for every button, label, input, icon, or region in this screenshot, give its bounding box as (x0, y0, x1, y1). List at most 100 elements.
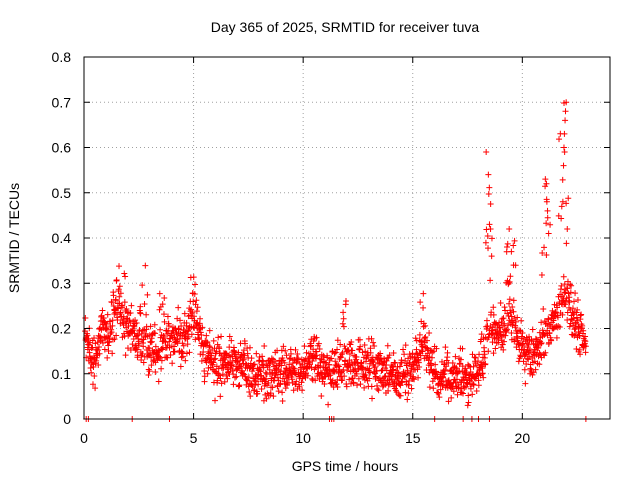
data-point (337, 341, 344, 348)
data-point (137, 310, 144, 317)
data-point (543, 198, 550, 205)
data-point (355, 362, 362, 369)
data-point (185, 333, 192, 340)
data-point (497, 328, 504, 335)
data-point (281, 359, 288, 366)
y-tick-label: 0.6 (52, 140, 72, 156)
data-point (542, 349, 549, 356)
data-point (178, 322, 185, 329)
data-point (340, 323, 347, 330)
data-point (252, 381, 259, 388)
data-point (456, 360, 463, 367)
data-point (102, 335, 109, 342)
data-point (98, 337, 105, 344)
data-point (296, 383, 303, 390)
data-point (333, 381, 340, 388)
data-point (488, 235, 495, 242)
data-point (104, 354, 111, 361)
data-point (189, 309, 196, 316)
data-point (307, 343, 314, 350)
data-point (334, 346, 341, 353)
data-point (538, 319, 545, 326)
data-point (306, 361, 313, 368)
data-point (346, 376, 353, 383)
data-point (99, 340, 106, 347)
data-point (313, 352, 320, 359)
data-point (316, 346, 323, 353)
data-point (573, 314, 580, 321)
data-point (286, 356, 293, 363)
data-point (486, 184, 493, 191)
data-point (204, 370, 211, 377)
data-point (357, 343, 364, 350)
data-point (183, 320, 190, 327)
data-point (186, 349, 193, 356)
data-point (542, 183, 549, 190)
data-point (325, 401, 332, 408)
data-point (564, 225, 571, 232)
data-point (394, 369, 401, 376)
y-tick-label: 0.5 (52, 185, 72, 201)
data-point (582, 349, 589, 356)
data-point (497, 299, 504, 306)
data-point (164, 330, 171, 337)
data-point (560, 273, 567, 280)
data-point (482, 360, 489, 367)
data-point (569, 305, 576, 312)
data-point (275, 388, 282, 395)
data-point (341, 343, 348, 350)
data-point (487, 225, 494, 232)
data-point (114, 316, 121, 323)
data-point (258, 361, 265, 368)
data-point (270, 393, 277, 400)
data-point (476, 351, 483, 358)
data-point (362, 348, 369, 355)
data-point (115, 305, 122, 312)
data-point (557, 286, 564, 293)
data-point (203, 338, 210, 345)
data-point (504, 240, 511, 247)
data-point (236, 382, 243, 389)
data-point (561, 149, 568, 156)
data-point (466, 362, 473, 369)
data-point (203, 342, 210, 349)
data-point (488, 309, 495, 316)
data-point (294, 351, 301, 358)
data-point (419, 343, 426, 350)
data-point (462, 365, 469, 372)
data-point (144, 291, 151, 298)
data-point (453, 376, 460, 383)
data-point (315, 340, 322, 347)
data-point (385, 354, 392, 361)
data-point (485, 171, 492, 178)
data-point (376, 374, 383, 381)
data-point (437, 386, 444, 393)
data-point (117, 309, 124, 316)
data-point (368, 335, 375, 342)
data-point (540, 306, 547, 313)
data-point (499, 341, 506, 348)
data-point (331, 350, 338, 357)
data-point (426, 384, 433, 391)
data-point (121, 333, 128, 340)
data-point (567, 289, 574, 296)
data-point (230, 344, 237, 351)
data-point (146, 345, 153, 352)
data-point (417, 352, 424, 359)
data-point (109, 322, 116, 329)
data-point (564, 285, 571, 292)
data-point (390, 349, 397, 356)
data-point (548, 337, 555, 344)
data-point (85, 335, 92, 342)
data-point (475, 358, 482, 365)
data-point (378, 367, 385, 374)
data-point (415, 374, 422, 381)
data-point (536, 361, 543, 368)
data-point (233, 373, 240, 380)
data-point (565, 297, 572, 304)
data-point (90, 364, 97, 371)
data-point (288, 350, 295, 357)
x-tick-label: 10 (295, 430, 311, 446)
data-point (529, 326, 536, 333)
data-point (507, 309, 514, 316)
